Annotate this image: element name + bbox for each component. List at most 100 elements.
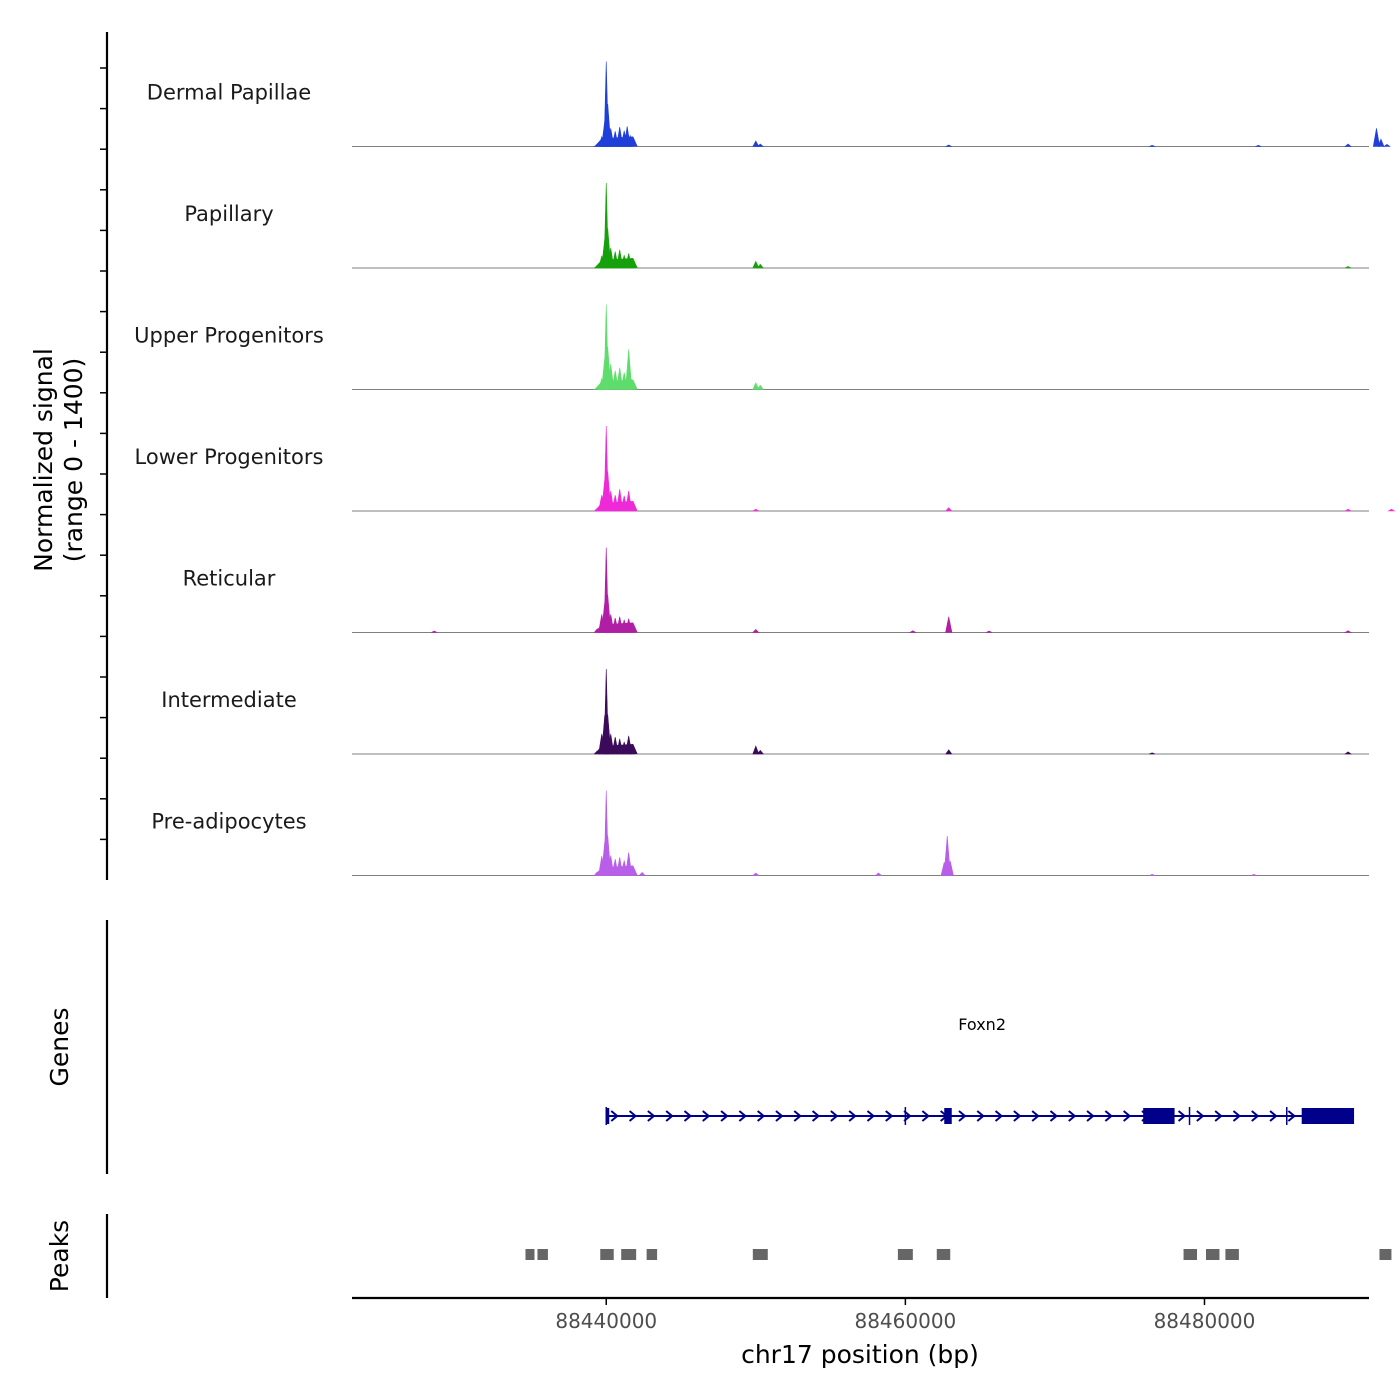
gene-label: Foxn2	[958, 1015, 1006, 1034]
strand-arrow	[1214, 1110, 1223, 1122]
strand-arrow	[866, 1110, 876, 1122]
signal-peak	[752, 140, 760, 147]
signal-peak	[756, 749, 764, 755]
signal-peak	[1343, 508, 1353, 512]
signal-peak	[1383, 144, 1391, 147]
strand-arrow	[1104, 1110, 1113, 1122]
signal-area	[594, 258, 638, 268]
strand-arrow	[921, 1110, 930, 1122]
gene-models: Foxn2	[605, 1015, 1355, 1125]
signal-peak	[1372, 128, 1381, 147]
strand-arrow	[1177, 1110, 1187, 1122]
coverage-track: Dermal Papillae	[147, 61, 1391, 147]
strand-arrow	[830, 1110, 839, 1122]
strand-arrow	[976, 1110, 985, 1122]
strand-arrow	[848, 1110, 857, 1122]
track-label: Pre-adipocytes	[151, 810, 306, 834]
gene-exon	[1143, 1108, 1175, 1124]
signal-peak	[945, 144, 952, 147]
strand-arrow	[757, 1110, 766, 1122]
signal-peak	[751, 872, 760, 876]
peak-region	[936, 1249, 951, 1260]
signal-peak	[945, 616, 953, 633]
signal-peak	[756, 263, 764, 269]
strand-arrow	[720, 1110, 729, 1122]
signal-peak	[1149, 144, 1156, 147]
x-axis-title: chr17 position (bp)	[741, 1340, 979, 1369]
signal-peak	[431, 630, 438, 633]
strand-arrow	[885, 1110, 894, 1122]
strand-arrow	[811, 1110, 821, 1122]
signal-peak	[1343, 630, 1353, 633]
strand-arrow	[665, 1110, 674, 1122]
x-tick-label: 88460000	[854, 1309, 956, 1333]
track-label: Reticular	[183, 567, 276, 591]
coverage-y-ticks	[100, 67, 107, 841]
peak-region	[1379, 1249, 1392, 1260]
strand-arrow	[1269, 1110, 1278, 1122]
strand-arrow	[1123, 1110, 1132, 1122]
signal-area	[594, 744, 638, 754]
peak-region	[752, 1249, 768, 1260]
signal-area	[594, 622, 638, 633]
peak-regions	[525, 1249, 1392, 1260]
gene-exon	[1301, 1108, 1355, 1124]
gene-exon	[944, 1108, 952, 1124]
strand-arrow	[1287, 1110, 1296, 1122]
signal-peak	[638, 872, 646, 876]
signal-peak	[1387, 508, 1396, 512]
coverage-tracks: Dermal Papillae Papillary Upper Progenitor…	[134, 61, 1396, 876]
strand-arrow	[958, 1110, 967, 1122]
peak-region	[537, 1249, 548, 1260]
strand-arrow	[647, 1110, 656, 1122]
coverage-y-title-line2: (range 0 - 1400)	[59, 358, 88, 563]
track-label: Lower Progenitors	[135, 445, 324, 469]
track-label: Papillary	[184, 202, 273, 226]
strand-arrow	[1049, 1110, 1059, 1122]
track-label: Intermediate	[161, 688, 297, 712]
coverage-track: Reticular	[183, 547, 1369, 633]
signal-peak	[945, 507, 953, 512]
peak-region	[1205, 1249, 1220, 1260]
signal-area	[594, 865, 638, 876]
signal-peak	[752, 629, 760, 633]
strand-arrow	[994, 1110, 1004, 1122]
coverage-track: Pre-adipocytes	[151, 790, 1369, 876]
signal-peak	[751, 508, 760, 512]
gene-model: Foxn2	[605, 1015, 1355, 1125]
gene-exon	[606, 1108, 610, 1124]
x-axis-ticks: 88440000 88460000 88480000	[555, 1298, 1255, 1333]
peak-region	[1183, 1249, 1198, 1260]
signal-peak	[1149, 752, 1156, 755]
signal-peak	[1250, 873, 1257, 876]
signal-peak	[752, 382, 760, 390]
peaks-panel: Peaks	[45, 1214, 1392, 1298]
x-tick-label: 88480000	[1154, 1309, 1256, 1333]
strand-arrow	[793, 1110, 802, 1122]
peak-region	[646, 1249, 658, 1260]
peak-region	[1225, 1249, 1239, 1260]
signal-peak	[752, 260, 760, 269]
coverage-track: Intermediate	[161, 668, 1369, 755]
coverage-track: Papillary	[184, 182, 1369, 269]
signal-peak	[874, 872, 883, 876]
strand-arrow	[610, 1110, 619, 1122]
strand-arrow	[1251, 1110, 1260, 1122]
signal-area	[594, 501, 638, 511]
strand-arrow	[1232, 1110, 1242, 1122]
strand-arrow	[1196, 1110, 1205, 1122]
signal-peak	[945, 749, 953, 755]
strand-arrow	[1013, 1110, 1022, 1122]
signal-peak	[756, 384, 764, 390]
coverage-panel: Normalized signal (range 0 - 1400) Derma…	[29, 32, 1396, 880]
peaks-y-title: Peaks	[45, 1220, 74, 1292]
signal-peak	[985, 630, 993, 633]
peak-region	[600, 1249, 614, 1260]
signal-peak	[756, 143, 765, 147]
strand-arrow	[628, 1110, 638, 1122]
strand-arrow	[702, 1110, 711, 1122]
coverage-track: Upper Progenitors	[134, 304, 1369, 390]
signal-peak	[752, 745, 760, 755]
signal-peak	[1344, 143, 1352, 147]
